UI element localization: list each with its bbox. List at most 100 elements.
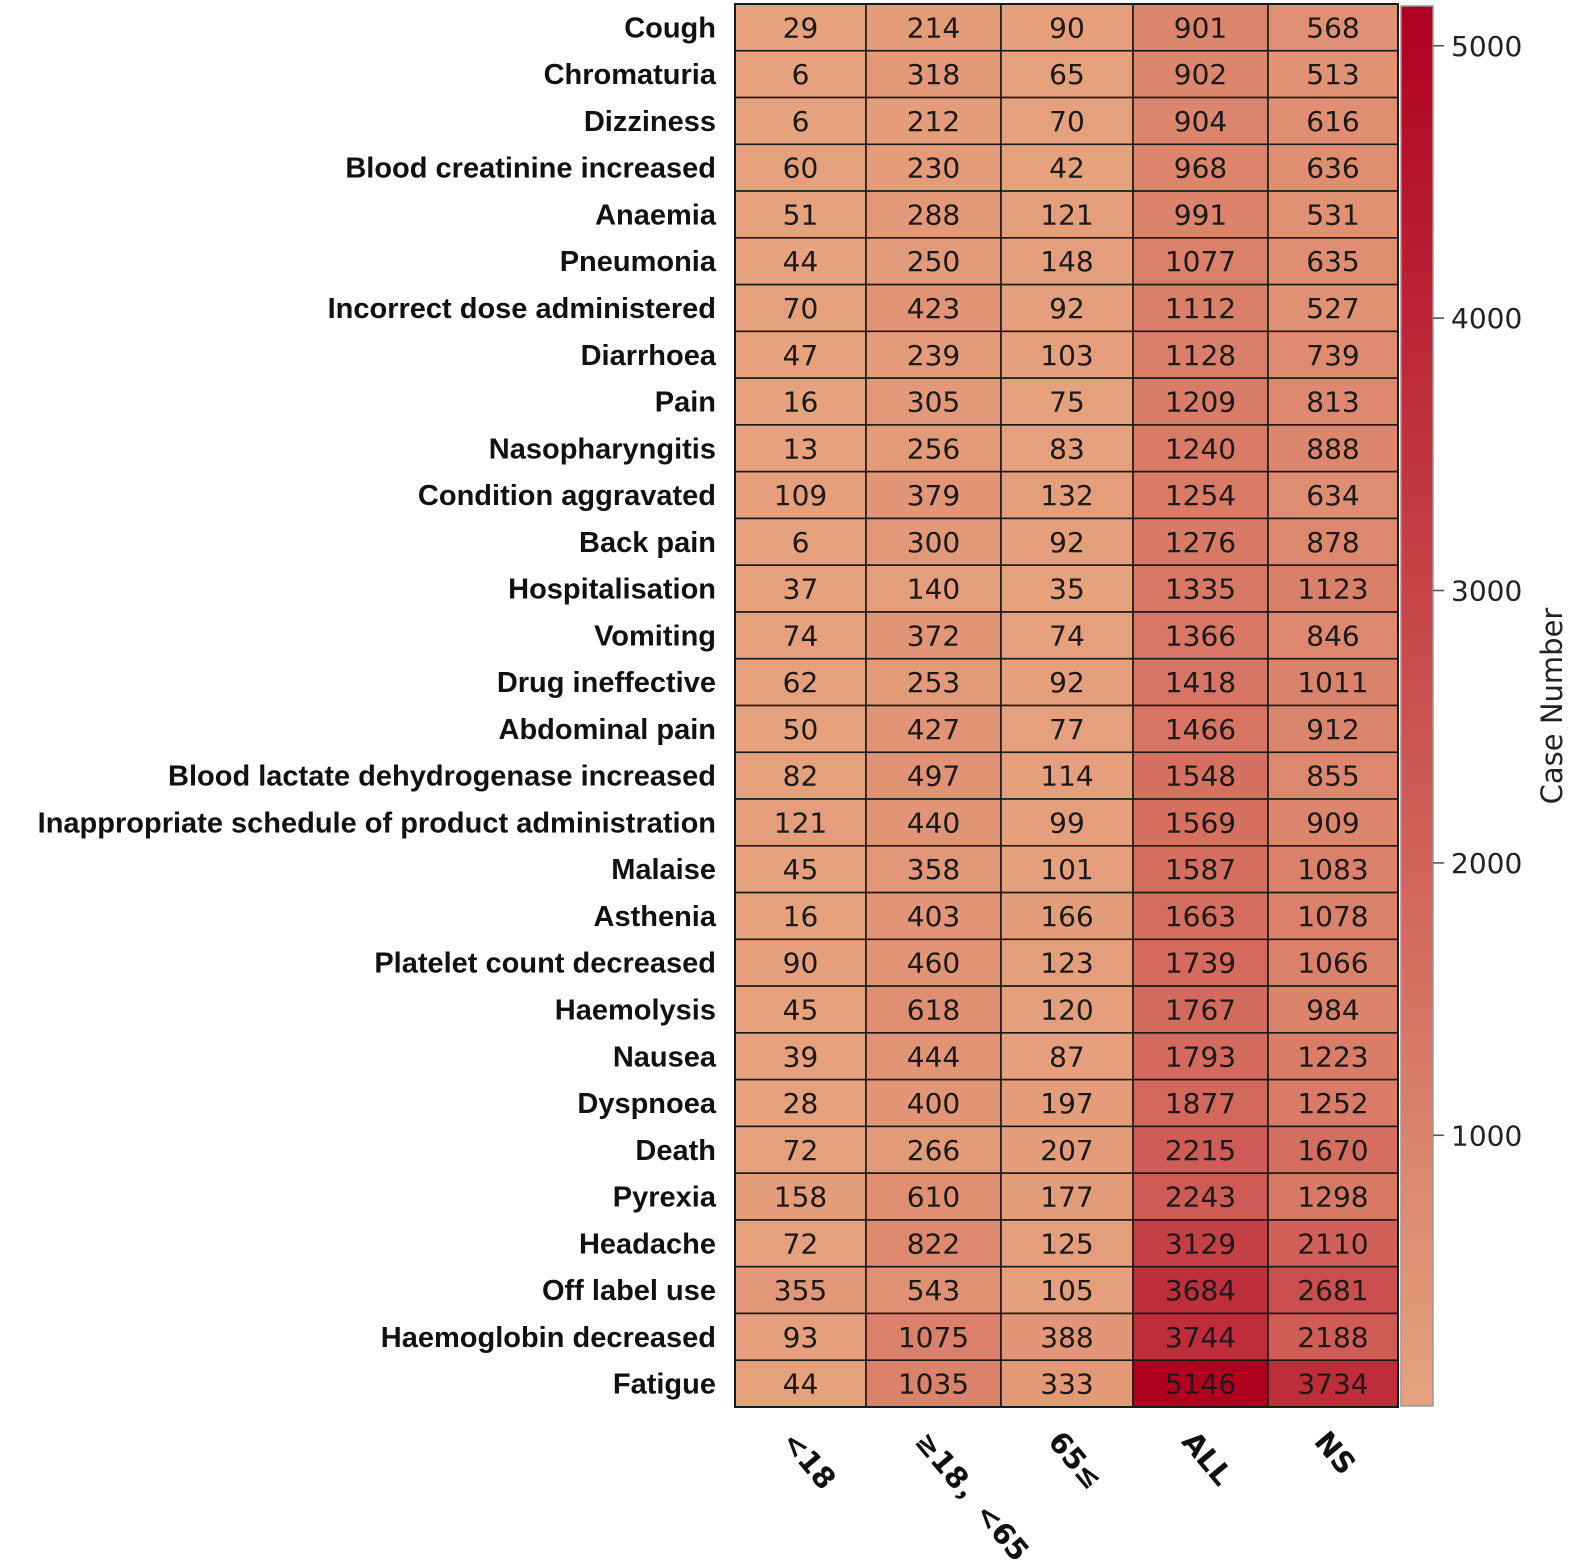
heatmap-cell (865, 704, 1002, 754)
heatmap-cell (734, 283, 867, 333)
heatmap-cell (1000, 985, 1134, 1034)
cell-value: 388 (1040, 1321, 1093, 1354)
colorbar-tick-label: 5000 (1451, 30, 1522, 63)
column-label: ALL (1175, 1425, 1239, 1492)
heatmap-cell (734, 1219, 867, 1268)
heatmap-cell (734, 844, 867, 894)
cell-value: 1035 (898, 1368, 969, 1401)
heatmap-cell (734, 424, 867, 473)
row-label: Nausea (613, 1041, 717, 1073)
heatmap-cell (865, 751, 1002, 800)
cell-value: 333 (1040, 1368, 1093, 1401)
cell-value: 90 (1049, 11, 1085, 44)
cell-value: 440 (907, 806, 960, 839)
heatmap-cell (734, 3, 867, 52)
cell-value: 904 (1174, 105, 1227, 138)
heatmap-cell (1267, 330, 1399, 379)
heatmap-cell (1132, 891, 1269, 941)
row-label: Haemolysis (555, 994, 716, 1026)
colorbar-tick-label: 1000 (1451, 1119, 1522, 1152)
cell-value: 250 (907, 245, 960, 278)
heatmap-cell (1000, 1125, 1134, 1174)
cell-value: 109 (774, 479, 827, 512)
cell-value: 29 (783, 11, 819, 44)
heatmap-cell (1132, 1265, 1269, 1315)
row-label: Inappropriate schedule of product admini… (38, 807, 716, 839)
row-label: Cough (624, 12, 716, 44)
cell-value: 3129 (1165, 1227, 1236, 1260)
cell-value: 6 (792, 526, 810, 559)
cell-value: 358 (907, 853, 960, 886)
heatmap-cell (1132, 1078, 1269, 1128)
cell-value: 103 (1040, 339, 1093, 372)
heatmap-cell (1267, 1078, 1399, 1128)
cell-value: 16 (783, 900, 819, 933)
row-label: Chromaturia (544, 59, 717, 91)
row-label: Pneumonia (560, 246, 717, 278)
heatmap-cell (865, 1359, 1002, 1408)
column-label: ≥18，<65 (908, 1425, 1036, 1568)
row-label: Haemoglobin decreased (381, 1322, 716, 1354)
heatmap-cell (865, 143, 1002, 192)
heatmap-cell (865, 1032, 1002, 1081)
heatmap-cell (1000, 1312, 1134, 1362)
row-labels: Cough Chromaturia Dizziness Blood creatinin… (38, 12, 717, 1400)
cell-value: 610 (907, 1181, 960, 1214)
cell-value: 74 (1049, 619, 1085, 652)
cell-value: 132 (1040, 479, 1093, 512)
heatmap-cell (865, 798, 1002, 847)
cell-value: 5146 (1165, 1368, 1236, 1401)
cell-value: 1123 (1297, 573, 1368, 606)
cell-value: 230 (907, 152, 960, 185)
cell-value: 214 (907, 11, 960, 44)
cell-value: 37 (783, 573, 819, 606)
heatmap-cell (1267, 844, 1399, 894)
cell-value: 166 (1040, 900, 1093, 933)
cell-value: 83 (1049, 432, 1085, 465)
heatmap-cell (865, 1219, 1002, 1268)
cell-value: 1077 (1165, 245, 1236, 278)
cell-value: 75 (1049, 386, 1085, 419)
cell-value: 6 (792, 105, 810, 138)
heatmap-cell (1267, 470, 1399, 520)
cell-value: 846 (1306, 619, 1359, 652)
heatmap-cell (865, 424, 1002, 473)
cell-value: 1366 (1165, 619, 1236, 652)
cell-value: 739 (1306, 339, 1359, 372)
cell-value: 35 (1049, 573, 1085, 606)
heatmap-cell (734, 1125, 867, 1174)
cell-value: 212 (907, 105, 960, 138)
cell-value: 427 (907, 713, 960, 746)
heatmap-cell (1132, 1359, 1269, 1408)
cell-value: 305 (907, 386, 960, 419)
cell-value: 1252 (1297, 1087, 1368, 1120)
cell-value: 39 (783, 1040, 819, 1073)
cell-value: 1276 (1165, 526, 1236, 559)
column-labels: <18 ≥18，<65 65≤ ALL NS (775, 1425, 1363, 1568)
heatmap-cell (1000, 704, 1134, 754)
cell-value: 901 (1174, 11, 1227, 44)
cell-value: 460 (907, 947, 960, 980)
heatmap-cell (1267, 143, 1399, 192)
colorbar-ticks: 1000 2000 3000 4000 5000 (1433, 30, 1522, 1152)
cell-value: 984 (1306, 993, 1359, 1026)
heatmap-cell (1132, 704, 1269, 754)
cell-value: 42 (1049, 152, 1085, 185)
heatmap-cell (865, 1172, 1002, 1221)
row-label: Vomiting (594, 620, 716, 652)
heatmap-cell (1132, 96, 1269, 146)
heatmap-cell (1132, 143, 1269, 192)
heatmap-cell (1000, 1032, 1134, 1081)
cell-value: 62 (783, 666, 819, 699)
cell-value: 140 (907, 573, 960, 606)
row-label: Fatigue (613, 1369, 716, 1401)
cell-value: 1663 (1165, 900, 1236, 933)
cell-value: 912 (1306, 713, 1359, 746)
cell-value: 1112 (1165, 292, 1236, 325)
row-label: Dyspnoea (577, 1088, 716, 1120)
cell-value: 197 (1040, 1087, 1093, 1120)
heatmap-cell (1000, 798, 1134, 847)
cell-value: 44 (783, 1368, 819, 1401)
cell-value: 72 (783, 1227, 819, 1260)
